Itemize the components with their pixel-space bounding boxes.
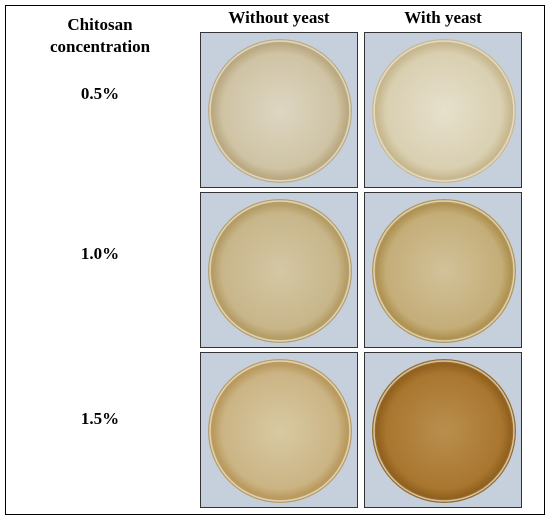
sample-photo (200, 192, 358, 348)
photo-image (365, 193, 521, 347)
sample-photo (200, 352, 358, 508)
photo-image (365, 33, 521, 187)
photo-image (201, 353, 357, 507)
sample-photo (364, 352, 522, 508)
column-header: Without yeast (228, 8, 330, 27)
row-title: Chitosan concentration (49, 15, 151, 56)
photo-image (201, 33, 357, 187)
row-label: 0.5% (80, 84, 120, 103)
sample-photo (364, 32, 522, 188)
column-header: With yeast (404, 8, 482, 27)
photo-image (201, 193, 357, 347)
sample-photo (200, 32, 358, 188)
row-label: 1.5% (80, 409, 120, 428)
sample-photo (364, 192, 522, 348)
row-label: 1.0% (80, 244, 120, 263)
figure-frame (5, 5, 545, 515)
photo-image (365, 353, 521, 507)
